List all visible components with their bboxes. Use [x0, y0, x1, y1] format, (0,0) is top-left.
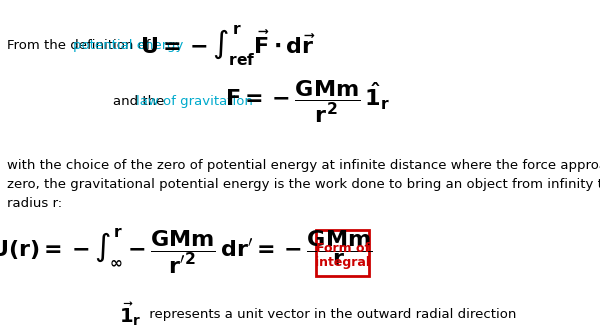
Text: law of gravitation: law of gravitation: [136, 95, 253, 108]
Text: $\mathbf{U = -\int_{ref}^{r}\vec{F} \cdot d\vec{r}}$: $\mathbf{U = -\int_{ref}^{r}\vec{F} \cdo…: [140, 23, 315, 68]
Text: potential energy: potential energy: [73, 39, 183, 52]
FancyBboxPatch shape: [316, 230, 370, 276]
Text: $\mathbf{\vec{1}_r}$: $\mathbf{\vec{1}_r}$: [119, 300, 141, 328]
Text: and the: and the: [113, 95, 169, 108]
Text: with the choice of the zero of potential energy at infinite distance where the f: with the choice of the zero of potential…: [7, 159, 600, 210]
Text: $\mathbf{F = -\dfrac{GMm}{r^2}\,\hat{1}_r}$: $\mathbf{F = -\dfrac{GMm}{r^2}\,\hat{1}_…: [226, 78, 391, 125]
Text: represents a unit vector in the outward radial direction: represents a unit vector in the outward …: [145, 308, 516, 321]
Text: Form of: Form of: [316, 242, 370, 255]
Text: $\mathbf{U(r) = -\int_{\infty}^{r}-\dfrac{GMm}{r'^{2}}\,dr' = -\dfrac{GMm}{r}}$: $\mathbf{U(r) = -\int_{\infty}^{r}-\dfra…: [0, 226, 372, 276]
Text: From the definition of: From the definition of: [7, 39, 155, 52]
Text: integral: integral: [316, 256, 370, 269]
